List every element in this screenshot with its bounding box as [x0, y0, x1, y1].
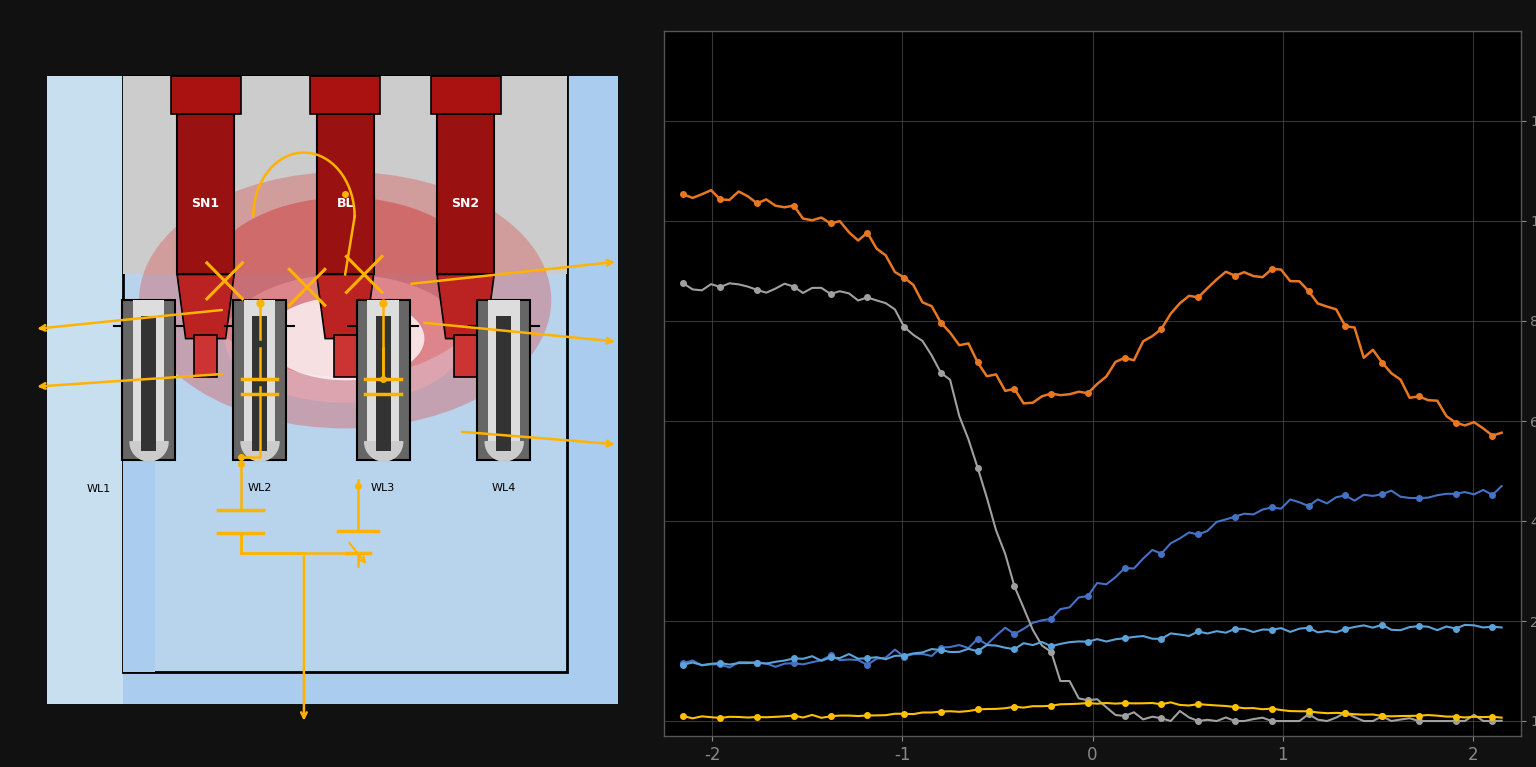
Bar [177, 114, 233, 275]
Ellipse shape [203, 197, 488, 377]
Bar [478, 300, 530, 460]
Bar [132, 300, 164, 451]
Bar [376, 316, 390, 451]
Bar [455, 335, 478, 377]
Bar [194, 335, 217, 377]
Text: SN1: SN1 [192, 197, 220, 210]
Ellipse shape [266, 297, 424, 380]
Bar [123, 76, 567, 275]
Polygon shape [177, 275, 233, 338]
Bar [48, 76, 617, 704]
Ellipse shape [140, 172, 551, 429]
Text: BL: BL [336, 197, 353, 210]
Ellipse shape [224, 275, 465, 403]
Polygon shape [438, 275, 495, 338]
Text: WL3: WL3 [372, 483, 395, 493]
Bar [233, 300, 286, 460]
Bar [141, 316, 157, 451]
Text: WL4: WL4 [492, 483, 516, 493]
Bar [121, 300, 175, 460]
Bar [123, 319, 155, 672]
Bar [438, 114, 495, 275]
Bar [488, 300, 519, 451]
Bar [310, 76, 379, 114]
Polygon shape [316, 275, 373, 338]
Bar [170, 76, 241, 114]
Bar [496, 316, 511, 451]
Bar [244, 300, 275, 451]
Bar [430, 76, 501, 114]
Bar [48, 76, 123, 704]
Bar [367, 300, 399, 451]
Bar [356, 300, 410, 460]
Text: SN2: SN2 [452, 197, 479, 210]
Text: WL2: WL2 [247, 483, 272, 493]
Bar [123, 76, 567, 672]
Text: WL1: WL1 [86, 484, 111, 495]
Bar [333, 335, 356, 377]
Bar [252, 316, 267, 451]
Bar [316, 114, 373, 275]
